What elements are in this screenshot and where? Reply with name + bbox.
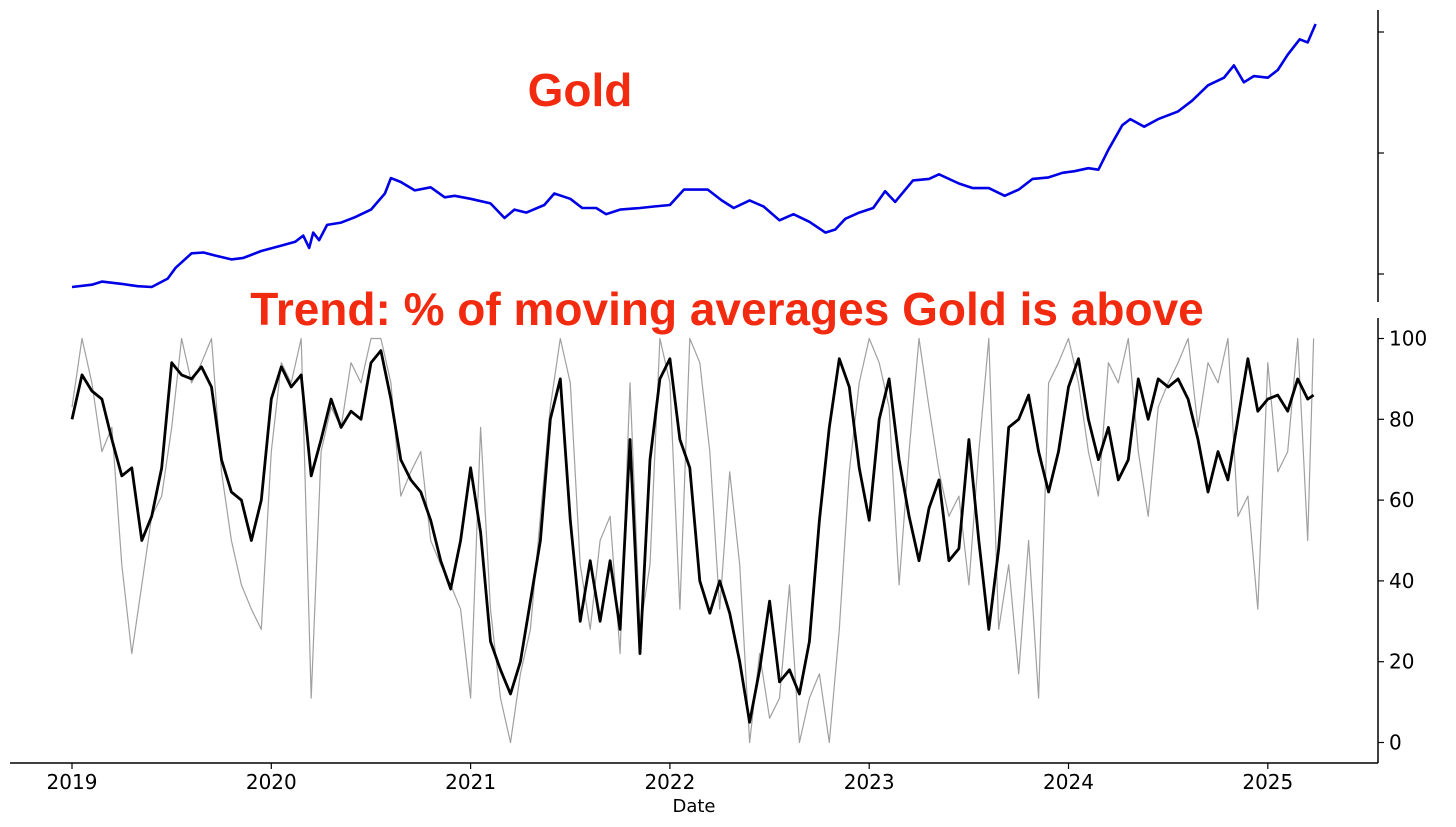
- x-tick-label: 2022: [644, 770, 695, 794]
- x-tick-label: 2020: [246, 770, 297, 794]
- y-tick-label: 0: [1389, 731, 1402, 755]
- top-chart-title: Gold: [528, 64, 633, 116]
- x-tick-label: 2024: [1043, 770, 1094, 794]
- x-tick-label: 2019: [47, 770, 98, 794]
- y-ticks-layer: 0 20 40 60 80 100: [1378, 327, 1427, 755]
- bottom-chart-title: Trend: % of moving averages Gold is abov…: [250, 283, 1203, 335]
- x-ticks-layer: 2019 2020 2021 2022 2023 2024 2025: [47, 763, 1293, 794]
- bottom-series-layer: [70, 337, 1315, 744]
- top-series-layer: [71, 23, 1317, 289]
- y-tick-label: 40: [1389, 569, 1414, 593]
- gold-price-line: [71, 23, 1317, 289]
- y-tick-label: 80: [1389, 407, 1414, 431]
- x-tick-label: 2025: [1242, 770, 1293, 794]
- y-tick-label: 60: [1389, 488, 1414, 512]
- x-tick-label: 2021: [445, 770, 496, 794]
- trend-smoothed-line: [70, 349, 1315, 724]
- x-tick-label: 2023: [844, 770, 895, 794]
- y-tick-label: 100: [1389, 327, 1427, 351]
- trend-raw-line: [71, 337, 1315, 744]
- y-tick-label: 20: [1389, 650, 1414, 674]
- x-axis-label: Date: [672, 796, 715, 817]
